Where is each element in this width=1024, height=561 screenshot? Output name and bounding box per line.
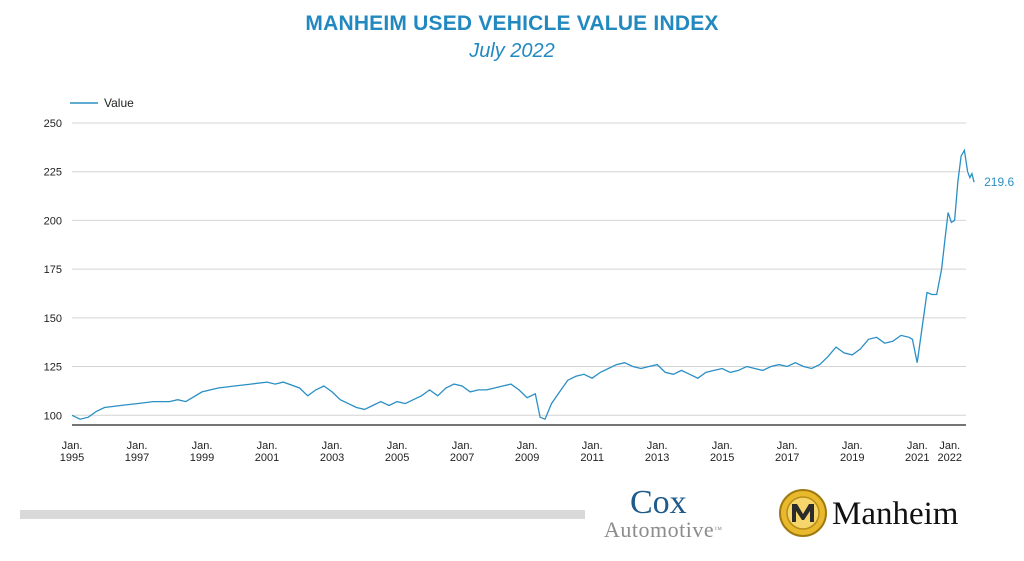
legend-entry-value: Value <box>104 96 134 110</box>
x-tick-label-1995-month: Jan. <box>62 440 83 452</box>
chart-subtitle: July 2022 <box>469 40 555 62</box>
legend: Value <box>70 96 134 110</box>
y-axis-ticks: 100 125 150 175 200 225 250 <box>44 118 62 422</box>
x-tick-label-2009-year: 2009 <box>515 452 539 464</box>
x-tick-label-2007-month: Jan. <box>452 440 473 452</box>
gridlines <box>72 122 966 416</box>
x-tick-label-1997-year: 1997 <box>125 452 149 464</box>
x-tick-label-2009-month: Jan. <box>517 440 538 452</box>
y-tick-label-200: 200 <box>44 215 62 227</box>
last-value-label: 219.6 <box>984 175 1014 189</box>
manheim-emblem-icon <box>779 489 827 537</box>
x-tick-label-2013-year: 2013 <box>645 452 669 464</box>
cox-automotive-logo: Cox Automotive™ <box>600 484 770 548</box>
x-tick-label-2003-month: Jan. <box>322 440 343 452</box>
x-tick-label-1999-year: 1999 <box>190 452 214 464</box>
x-tick-label-2017-year: 2017 <box>775 452 799 464</box>
manheim-logo: Manheim <box>778 488 978 544</box>
x-tick-label-2021-month: Jan. <box>907 440 928 452</box>
y-tick-label-150: 150 <box>44 313 62 325</box>
series-line-value <box>71 148 975 421</box>
x-tick-label-2021-year: 2021 <box>905 452 929 464</box>
x-tick-label-2005-month: Jan. <box>387 440 408 452</box>
y-tick-label-100: 100 <box>44 410 62 422</box>
chart-title: MANHEIM USED VEHICLE VALUE INDEX <box>305 12 719 35</box>
automotive-logo-wordmark: Automotive™ <box>604 517 723 542</box>
x-tick-label-2005-year: 2005 <box>385 452 409 464</box>
x-tick-label-2011-month: Jan. <box>582 440 603 452</box>
x-tick-label-2001-month: Jan. <box>257 440 278 452</box>
x-tick-label-2022-month: Jan. <box>939 440 960 452</box>
y-tick-label-250: 250 <box>44 118 62 130</box>
x-tick-label-2015-month: Jan. <box>712 440 733 452</box>
x-tick-label-2022-year: 2022 <box>938 452 962 464</box>
x-tick-label-2017-month: Jan. <box>777 440 798 452</box>
x-tick-label-2019-year: 2019 <box>840 452 864 464</box>
x-tick-label-2003-year: 2003 <box>320 452 344 464</box>
y-tick-label-225: 225 <box>44 167 62 179</box>
x-tick-label-2015-year: 2015 <box>710 452 734 464</box>
x-tick-label-1999-month: Jan. <box>192 440 213 452</box>
cox-logo-wordmark: Cox <box>630 484 687 521</box>
x-tick-label-2019-month: Jan. <box>842 440 863 452</box>
x-tick-label-2013-month: Jan. <box>647 440 668 452</box>
x-axis-ticks: Jan.1995Jan.1997Jan.1999Jan.2001Jan.2003… <box>60 440 962 464</box>
x-tick-label-1995-year: 1995 <box>60 452 84 464</box>
x-tick-label-2001-year: 2001 <box>255 452 279 464</box>
manheim-logo-wordmark: Manheim <box>832 496 959 532</box>
y-tick-label-125: 125 <box>44 362 62 374</box>
x-tick-label-2007-year: 2007 <box>450 452 474 464</box>
x-tick-label-1997-month: Jan. <box>127 440 148 452</box>
footer-divider <box>20 510 585 519</box>
y-tick-label-175: 175 <box>44 264 62 276</box>
x-tick-label-2011-year: 2011 <box>580 452 604 464</box>
